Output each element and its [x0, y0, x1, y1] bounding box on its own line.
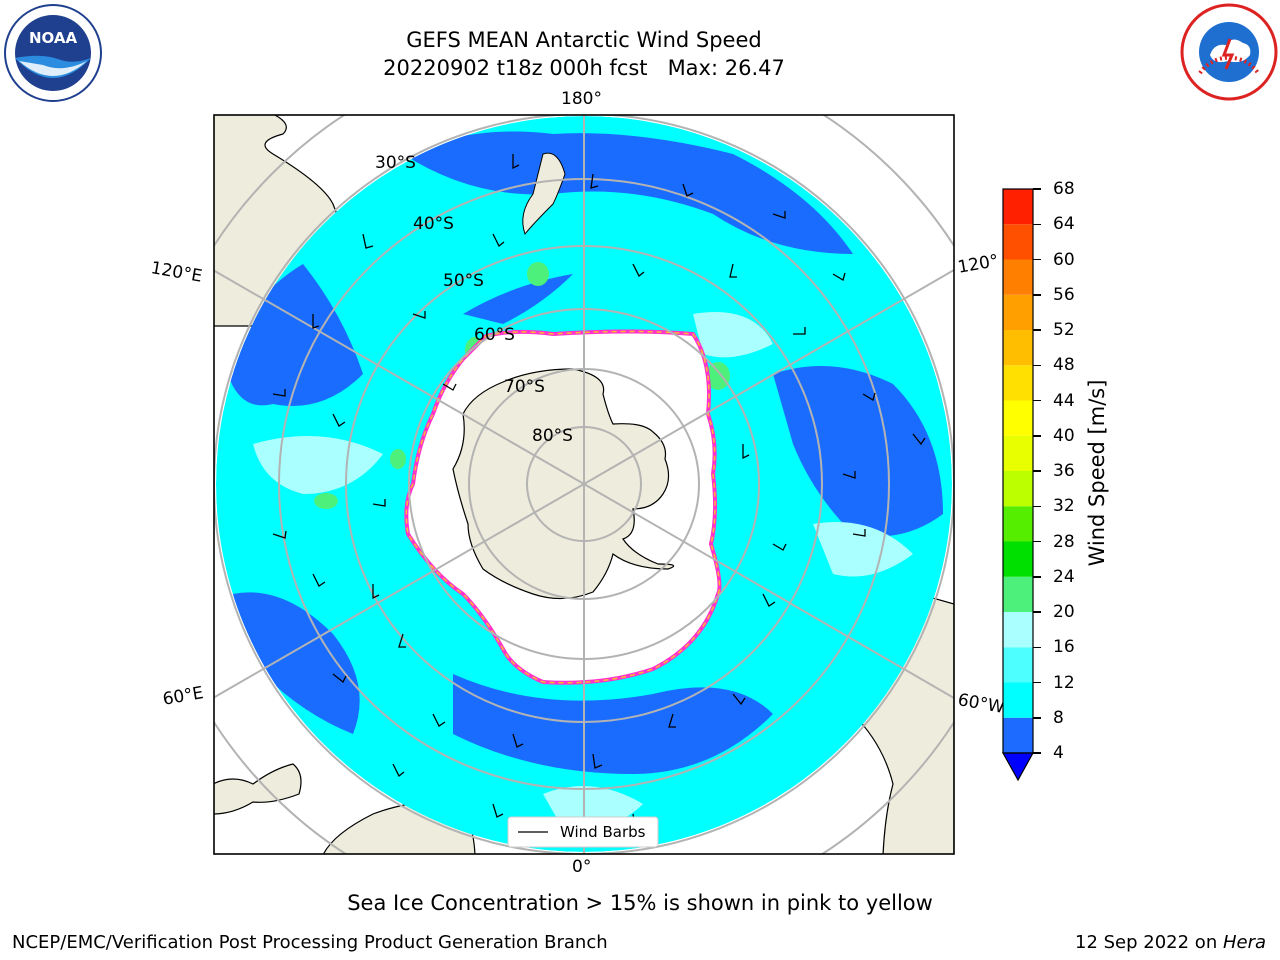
colorbar-segment — [1003, 506, 1033, 542]
colorbar-under-arrow — [1001, 752, 1035, 782]
colorbar-segment — [1003, 330, 1033, 366]
colorbar-tick-mark — [1033, 576, 1041, 578]
colorbar-segment — [1003, 612, 1033, 648]
colorbar-tick-label: 36 — [1053, 461, 1075, 481]
footer-machine: Hera — [1222, 932, 1266, 953]
colorbar-tick-mark — [1033, 399, 1041, 402]
colorbar-tick-mark — [1033, 435, 1041, 437]
sea-ice-caption: Sea Ice Concentration > 15% is shown in … — [347, 891, 933, 915]
colorbar-segment — [1003, 189, 1033, 225]
footer-date-text: 12 Sep 2022 on — [1075, 932, 1223, 953]
colorbar-tick-mark — [1033, 752, 1041, 754]
colorbar-tick-label: 8 — [1053, 707, 1064, 728]
graticule — [214, 115, 954, 854]
colorbar-tick-label: 52 — [1053, 320, 1075, 340]
lon-label-60e: 60°E — [161, 683, 205, 710]
colorbar-tick-label: 44 — [1053, 390, 1075, 411]
colorbar-tick-mark — [1033, 364, 1041, 366]
colorbar-tick-mark — [1033, 470, 1041, 472]
wind-barbs-legend: Wind Barbs — [507, 816, 659, 848]
colorbar-tick-label: 4 — [1053, 743, 1064, 763]
colorbar-tick-label: 56 — [1053, 284, 1075, 305]
colorbar-tick-label: 64 — [1053, 214, 1075, 235]
colorbar-tick-mark — [1033, 681, 1041, 684]
nws-logo — [1180, 3, 1278, 105]
lat-label-70s: 70°S — [504, 377, 545, 397]
footer-date: 12 Sep 2022 on Hera — [1075, 932, 1266, 953]
colorbar-segment — [1003, 224, 1033, 260]
colorbar-segment — [1003, 717, 1033, 753]
colorbar-segment — [1003, 365, 1033, 401]
lon-label-0: 0° — [572, 857, 592, 877]
colorbar-tick-label: 48 — [1053, 355, 1075, 376]
colorbar-tick-label: 24 — [1053, 566, 1075, 587]
footer-credit: NCEP/EMC/Verification Post Processing Pr… — [12, 932, 608, 953]
noaa-logo-text: NOAA — [29, 29, 78, 47]
plot-title-line1: GEFS MEAN Antarctic Wind Speed — [406, 28, 762, 52]
colorbar-tick-mark — [1033, 329, 1041, 331]
colorbar-tick-label: 32 — [1053, 496, 1075, 517]
wind-barbs — [272, 154, 926, 829]
colorbar-tick-mark — [1033, 540, 1041, 543]
wind-speed-field — [216, 116, 952, 852]
colorbar-segment — [1003, 294, 1033, 330]
colorbar-segment — [1003, 682, 1033, 718]
colorbar — [1000, 186, 1040, 790]
colorbar-tick-mark — [1033, 223, 1041, 225]
colorbar-segment — [1003, 541, 1033, 577]
colorbar-segment — [1003, 647, 1033, 683]
colorbar-tick-label: 16 — [1053, 637, 1075, 658]
lon-label-180: 180° — [561, 89, 602, 109]
colorbar-segment — [1003, 259, 1033, 295]
colorbar-tick-mark — [1033, 258, 1041, 261]
colorbar-tick-label: 28 — [1053, 531, 1075, 552]
lat-label-50s: 50°S — [443, 271, 484, 291]
colorbar-segment — [1003, 400, 1033, 436]
lat-label-60s: 60°S — [474, 325, 515, 345]
colorbar-tick-label: 40 — [1053, 425, 1075, 446]
colorbar-label: Wind Speed [m/s] — [1085, 379, 1109, 567]
colorbar-tick-mark — [1033, 505, 1041, 507]
lon-label-120w: 120° — [956, 251, 1001, 278]
lat-label-80s: 80°S — [532, 426, 573, 446]
lat-label-40s: 40°S — [413, 214, 454, 234]
colorbar-tick-mark — [1033, 188, 1041, 190]
plot-title-line2: 20220902 t18z 000h fcst Max: 26.47 — [383, 56, 785, 80]
colorbar-tick-label: 68 — [1053, 179, 1075, 199]
lat-label-30s: 30°S — [375, 153, 416, 173]
noaa-logo: NOAA — [3, 3, 103, 107]
latitude-labels: 30°S 40°S 50°S 60°S 70°S 80°S — [375, 153, 573, 446]
colorbar-tick-label: 20 — [1053, 602, 1075, 622]
colorbar-segment — [1003, 435, 1033, 471]
colorbar-tick-label: 12 — [1053, 672, 1075, 693]
colorbar-segment — [1003, 471, 1033, 507]
lon-label-60w: 60°W — [956, 690, 1006, 719]
colorbar-tick-mark — [1033, 611, 1041, 613]
colorbar-tick-mark — [1033, 717, 1041, 719]
colorbar-tick-mark — [1033, 294, 1041, 296]
colorbar-tick-mark — [1033, 646, 1041, 648]
map-panel: Wind Barbs 30°S 40°S 50°S 60°S 70°S 80°S — [213, 114, 955, 859]
legend-label: Wind Barbs — [560, 823, 646, 841]
lon-label-120e: 120°E — [149, 258, 204, 287]
colorbar-tick-label: 60 — [1053, 249, 1075, 270]
colorbar-segment — [1003, 576, 1033, 612]
